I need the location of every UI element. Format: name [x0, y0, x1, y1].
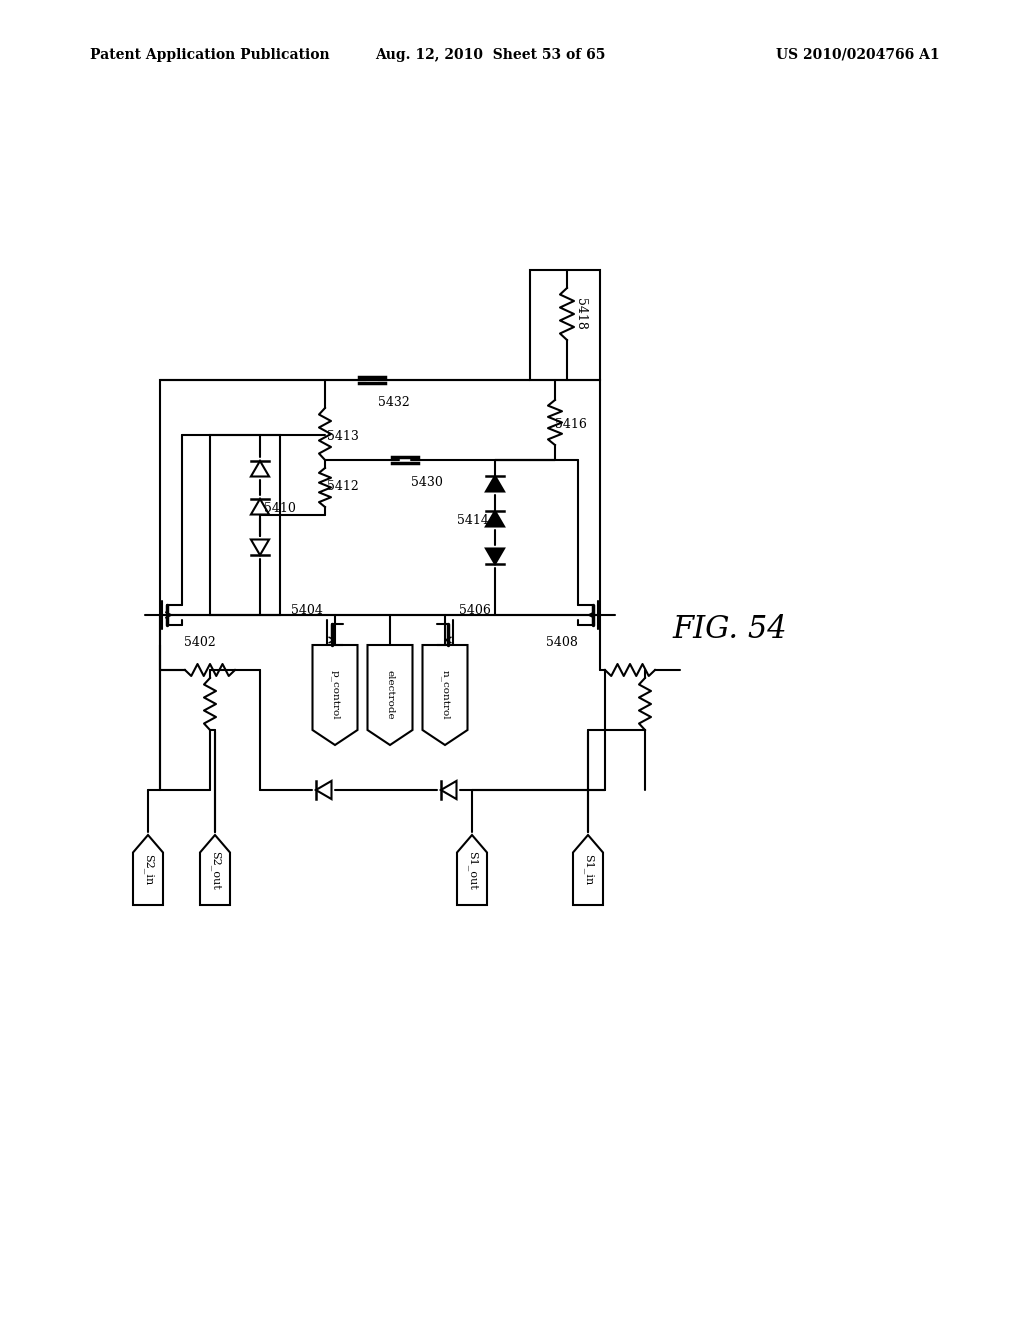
Polygon shape — [573, 836, 603, 906]
Text: 5410: 5410 — [264, 502, 296, 515]
Text: 5406: 5406 — [459, 603, 490, 616]
Polygon shape — [312, 645, 357, 744]
Text: n_control: n_control — [440, 671, 450, 719]
Bar — [210, 436, 280, 615]
Bar — [530, 271, 600, 380]
Text: 5418: 5418 — [574, 298, 588, 330]
Text: 5413: 5413 — [327, 429, 359, 442]
Text: p_control: p_control — [330, 671, 340, 719]
Text: 5402: 5402 — [184, 636, 216, 649]
Text: S1_in: S1_in — [583, 854, 593, 886]
Text: 5414: 5414 — [457, 513, 488, 527]
Bar — [160, 380, 600, 615]
Text: 5408: 5408 — [546, 636, 578, 649]
Text: FIG. 54: FIG. 54 — [673, 615, 787, 645]
Polygon shape — [486, 477, 504, 491]
Text: Patent Application Publication: Patent Application Publication — [90, 48, 330, 62]
Polygon shape — [486, 511, 504, 527]
Text: Aug. 12, 2010  Sheet 53 of 65: Aug. 12, 2010 Sheet 53 of 65 — [375, 48, 605, 62]
Polygon shape — [368, 645, 413, 744]
Polygon shape — [133, 836, 163, 906]
Text: 5404: 5404 — [291, 603, 323, 616]
Polygon shape — [486, 549, 504, 564]
Text: S2_in: S2_in — [142, 854, 154, 886]
Text: S1_out: S1_out — [467, 850, 477, 890]
Text: electrode: electrode — [385, 671, 394, 719]
Text: 5416: 5416 — [555, 418, 587, 432]
Text: 5430: 5430 — [411, 475, 443, 488]
Text: S2_out: S2_out — [210, 850, 220, 890]
Text: US 2010/0204766 A1: US 2010/0204766 A1 — [776, 48, 940, 62]
Text: 5432: 5432 — [378, 396, 410, 408]
Polygon shape — [423, 645, 468, 744]
Polygon shape — [200, 836, 230, 906]
Polygon shape — [457, 836, 487, 906]
Text: 5412: 5412 — [327, 480, 358, 494]
